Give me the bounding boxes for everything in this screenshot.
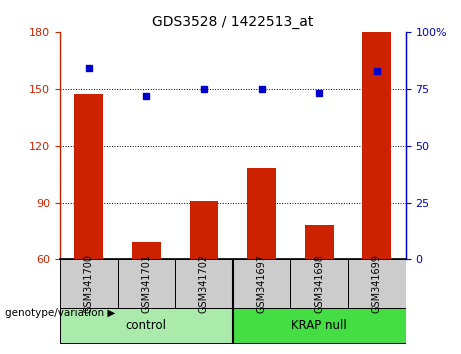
Bar — [233, 259, 290, 308]
Text: KRAP null: KRAP null — [291, 319, 347, 332]
Bar — [290, 259, 348, 308]
Title: GDS3528 / 1422513_at: GDS3528 / 1422513_at — [152, 16, 313, 29]
Text: GSM341702: GSM341702 — [199, 254, 209, 313]
Bar — [362, 32, 391, 259]
Text: GSM341701: GSM341701 — [142, 254, 151, 313]
Text: GSM341700: GSM341700 — [84, 254, 94, 313]
Text: GSM341697: GSM341697 — [257, 254, 266, 313]
Text: GSM341698: GSM341698 — [314, 254, 324, 313]
Bar — [175, 259, 233, 308]
Text: GSM341699: GSM341699 — [372, 254, 382, 313]
Bar — [233, 308, 406, 343]
Bar — [118, 259, 175, 308]
Bar — [60, 308, 233, 343]
Bar — [74, 95, 103, 259]
Bar — [189, 201, 219, 259]
Bar — [348, 259, 406, 308]
Bar — [247, 169, 276, 259]
Bar — [60, 259, 118, 308]
Text: control: control — [126, 319, 167, 332]
Bar — [132, 242, 161, 259]
Text: genotype/variation ▶: genotype/variation ▶ — [5, 308, 115, 318]
Bar — [305, 225, 334, 259]
